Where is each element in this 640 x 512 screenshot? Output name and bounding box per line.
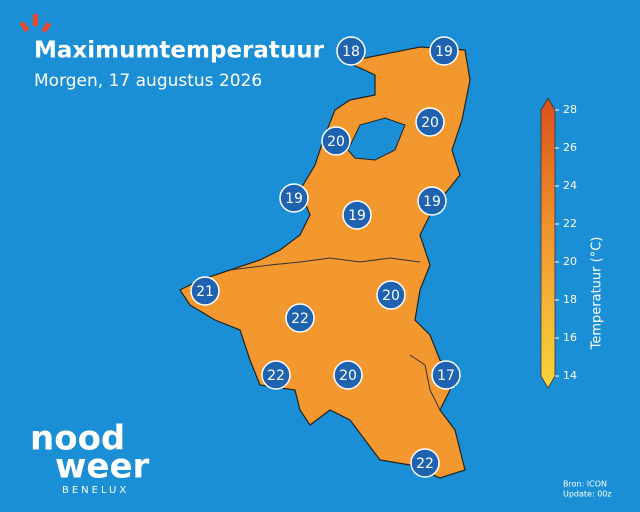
city-marker <box>342 200 372 230</box>
colorbar-tick-label: 28 <box>563 103 577 116</box>
colorbar-tick-label: 14 <box>563 369 577 382</box>
city-value: 22 <box>267 368 285 384</box>
water <box>347 117 406 161</box>
subtitle: Morgen, 17 augustus 2026 <box>34 71 262 91</box>
city-marker <box>429 36 459 66</box>
city-value: 19 <box>435 44 453 60</box>
city-marker <box>336 36 366 66</box>
update: Update: 00z <box>563 490 612 499</box>
city-marker <box>285 303 315 333</box>
colorbar-tick-label: 20 <box>563 255 577 268</box>
title: Maximumtemperatuur <box>34 38 325 64</box>
city-marker <box>415 107 445 137</box>
city-value: 21 <box>196 284 214 300</box>
city-value: 20 <box>339 368 357 384</box>
city-marker <box>321 126 351 156</box>
city-marker <box>376 280 406 310</box>
colorbar-tick-label: 18 <box>563 293 577 306</box>
colorbar-tick-label: 22 <box>563 217 577 230</box>
colorbar-label: Temperatuur (°C) <box>590 237 605 351</box>
city-value: 20 <box>327 134 345 150</box>
city-value: 19 <box>423 194 441 210</box>
logo-text: weer <box>55 447 150 487</box>
logo-mark <box>19 14 52 33</box>
city-marker <box>190 276 220 306</box>
border <box>409 354 441 411</box>
city-value: 17 <box>437 368 455 384</box>
logo-text: BENELUX <box>62 485 129 496</box>
city-marker <box>333 360 363 390</box>
logo-text: nood <box>30 419 125 459</box>
city-value: 19 <box>285 191 303 207</box>
city-value: 22 <box>291 311 309 327</box>
colorbar-tick-label: 26 <box>563 141 577 154</box>
source: Bron: ICON <box>563 480 607 489</box>
city-value: 20 <box>382 288 400 304</box>
city-marker <box>261 360 291 390</box>
colorbar-tick-label: 24 <box>563 179 577 192</box>
city-value: 18 <box>342 44 360 60</box>
city-value: 20 <box>421 115 439 131</box>
city-marker <box>431 360 461 390</box>
border <box>229 257 421 271</box>
city-value: 22 <box>416 456 434 472</box>
colorbar-tick-label: 16 <box>563 331 577 344</box>
city-value: 19 <box>348 208 366 224</box>
city-marker <box>417 186 447 216</box>
city-marker <box>410 448 440 478</box>
colorbar <box>540 97 556 389</box>
city-marker <box>279 183 309 213</box>
